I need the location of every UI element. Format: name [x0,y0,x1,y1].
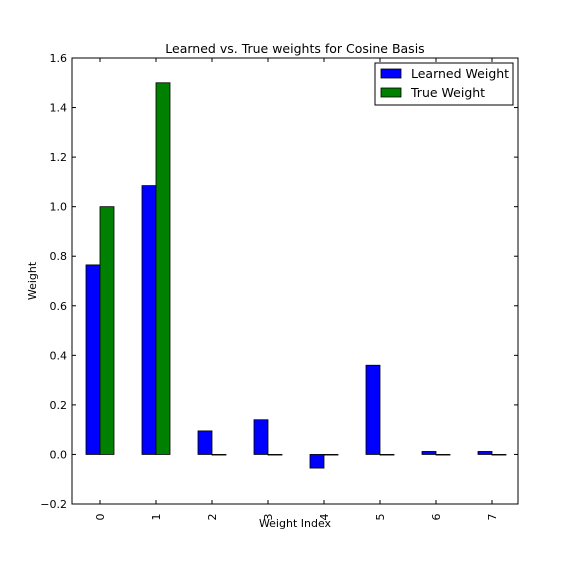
bar-learned-7 [477,451,493,455]
plot-frame [71,57,519,505]
y-tick-label: 0.6 [50,300,68,313]
x-tick-label: 0 [94,514,107,521]
bar-true-2 [211,454,227,456]
y-tick-label: 1.4 [50,102,68,115]
bar-learned-6 [421,451,437,455]
legend-swatch-learned [380,68,402,79]
x-tick-label: 3 [262,514,275,521]
y-tick-label: 0.4 [50,349,68,362]
y-tick-label: 1.6 [50,52,68,65]
bar-learned-2 [197,430,213,455]
bar-learned-3 [253,419,269,455]
y-axis: −0.2 0.0 0.2 0.4 0.6 0.8 1.0 1.2 1.4 1.6 [40,52,518,511]
x-tick-label: 6 [430,514,443,521]
bar-true-1 [155,82,171,455]
bar-true-4 [323,454,339,456]
chart-title: Learned vs. True weights for Cosine Basi… [165,41,424,56]
y-tick-label: 0.0 [50,448,68,461]
bar-learned-0 [85,264,101,455]
bar-true-6 [435,454,451,456]
x-tick-label: 7 [486,514,499,521]
x-tick-label: 4 [318,514,331,521]
x-tick-label: 1 [150,514,163,521]
y-axis-label: Weight [26,261,39,300]
bars-layer [85,82,507,469]
bar-learned-5 [365,364,381,455]
legend-label-true: True Weight [410,85,485,100]
y-tick-label: 1.2 [50,151,68,164]
x-tick-label: 5 [374,514,387,521]
legend-swatch-true [380,87,402,98]
x-tick-label: 2 [206,514,219,521]
y-tick-label: 0.2 [50,399,68,412]
y-tick-label: 1.0 [50,201,68,214]
y-tick-label: 0.8 [50,250,68,263]
bar-true-0 [99,206,115,455]
legend-label-learned: Learned Weight [411,66,509,81]
x-axis-label: Weight Index [259,517,332,530]
bar-learned-4 [309,454,325,469]
bar-true-5 [379,454,395,456]
bar-true-7 [491,454,507,456]
bar-true-3 [267,454,283,456]
y-tick-label: −0.2 [40,498,67,511]
bar-learned-1 [141,185,157,455]
legend: Learned Weight True Weight [374,62,514,106]
x-axis: 0 1 2 3 4 5 6 7 [94,58,499,521]
